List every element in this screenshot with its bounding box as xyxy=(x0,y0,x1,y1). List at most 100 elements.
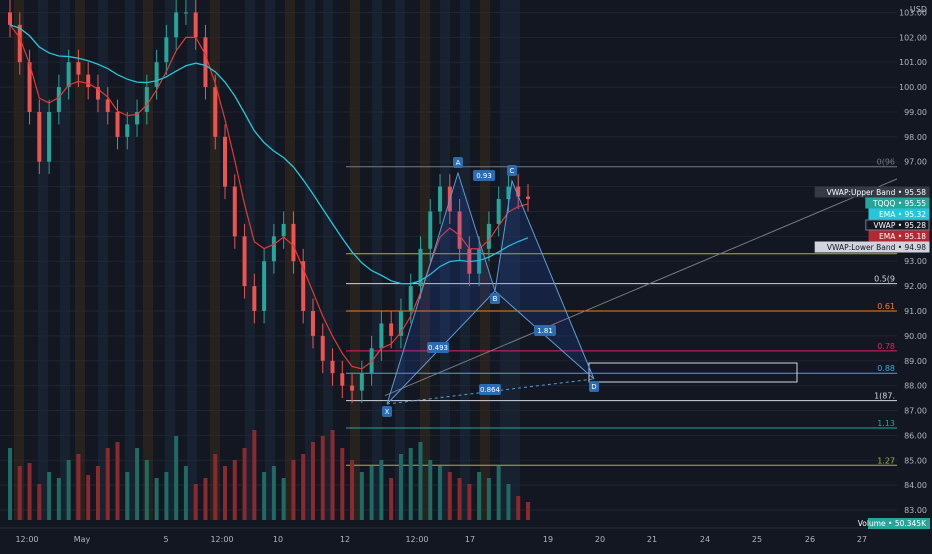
candle-body xyxy=(291,223,296,262)
candle-body xyxy=(271,236,276,262)
time-tick: 12:00 xyxy=(405,535,428,544)
volume-bar xyxy=(262,472,267,520)
pattern-point-label: A xyxy=(456,159,461,167)
time-tick: 17 xyxy=(465,535,475,544)
session-band xyxy=(265,0,275,520)
indicator-tag-label: EMA • 95.18 xyxy=(879,232,926,241)
candle-body xyxy=(154,62,159,88)
time-tick: 12:00 xyxy=(210,535,233,544)
candle-body xyxy=(477,248,482,274)
pattern-ratio-tag xyxy=(427,342,449,353)
time-tick: 27 xyxy=(857,535,867,544)
volume-bar xyxy=(115,442,120,520)
price-tick: 88.00 xyxy=(904,382,927,391)
volume-bar xyxy=(301,454,306,520)
candle-body xyxy=(506,186,511,200)
volume-bar xyxy=(477,472,482,520)
candle-body xyxy=(486,223,491,249)
pattern-ratio-label: 0.864 xyxy=(480,386,501,394)
volume-bar xyxy=(369,466,374,520)
session-band xyxy=(500,0,510,520)
price-tick: 87.00 xyxy=(904,407,927,416)
session-band xyxy=(460,0,470,520)
fib-level-label: 0(96 xyxy=(877,158,895,167)
volume-bar xyxy=(340,448,345,520)
target-zone-box xyxy=(588,362,798,383)
volume-bar xyxy=(105,448,110,520)
volume-bar xyxy=(232,460,237,520)
time-tick: 12:00 xyxy=(15,535,38,544)
price-tick: 92.00 xyxy=(904,282,927,291)
candle-body xyxy=(76,62,81,75)
session-band xyxy=(143,0,153,520)
volume-bar xyxy=(203,478,208,520)
time-tick: 20 xyxy=(595,535,605,544)
ema-slow-line xyxy=(9,24,529,285)
session-band xyxy=(98,0,108,520)
session-band xyxy=(187,0,197,520)
candle-body xyxy=(438,186,443,212)
volume-bar xyxy=(310,442,315,520)
volume-bar xyxy=(242,448,247,520)
candle-body xyxy=(174,12,179,38)
indicator-tag xyxy=(868,230,930,242)
candle-body xyxy=(398,311,403,336)
indicator-tag xyxy=(865,219,930,231)
volume-bar xyxy=(320,436,325,520)
session-band xyxy=(125,0,135,520)
volume-bar xyxy=(27,463,32,520)
price-tick: 101.00 xyxy=(899,58,927,67)
candle-body xyxy=(252,286,257,312)
session-band xyxy=(420,0,430,520)
candle-body xyxy=(183,12,188,14)
pattern-ratio-label: 0.493 xyxy=(428,344,448,352)
volume-bar xyxy=(457,478,462,520)
session-band xyxy=(350,0,360,520)
pattern-point-tag xyxy=(490,293,500,304)
volume-bar xyxy=(56,478,61,520)
currency-label: USD xyxy=(910,5,927,14)
volume-bar xyxy=(486,478,491,520)
time-tick: 10 xyxy=(273,535,283,544)
session-band xyxy=(14,0,24,520)
pattern-ratio-label: 1.81 xyxy=(537,327,553,335)
session-band xyxy=(305,0,315,520)
candle-body xyxy=(37,111,42,162)
volume-bar xyxy=(193,484,198,520)
candle-body xyxy=(232,186,237,237)
price-tick: 89.00 xyxy=(904,357,927,366)
candle-body xyxy=(389,323,394,336)
candle-body xyxy=(86,74,91,88)
price-tick: 97.00 xyxy=(904,158,927,167)
candle-body xyxy=(56,87,61,112)
candle-body xyxy=(115,111,120,137)
volume-bar xyxy=(17,466,22,520)
candle-body xyxy=(379,323,384,349)
pattern-ratio-label: 0.93 xyxy=(476,172,492,180)
candle-body xyxy=(135,111,140,125)
fib-level-label: 0.88 xyxy=(877,364,895,373)
volume-bar xyxy=(223,466,228,520)
volume-bar xyxy=(447,472,452,520)
time-tick: 25 xyxy=(752,535,762,544)
session-band xyxy=(323,0,333,520)
time-tick: 12 xyxy=(340,535,350,544)
volume-bar xyxy=(125,472,130,520)
pattern-point-tag xyxy=(453,157,463,168)
pattern-point-tag xyxy=(382,406,392,417)
volume-bar xyxy=(398,454,403,520)
candle-body xyxy=(418,248,423,287)
volume-bar xyxy=(330,430,335,520)
pattern-ratio-tag xyxy=(479,384,501,395)
price-tick: 91.00 xyxy=(904,307,927,316)
volume-bar xyxy=(213,454,218,520)
fib-level-label: 0.78 xyxy=(877,342,895,351)
price-tick: 103.00 xyxy=(899,8,927,17)
candle-body xyxy=(213,87,218,137)
candle-body xyxy=(310,311,315,336)
indicator-tag-label: VWAP • 95.28 xyxy=(874,221,927,230)
pattern-point-label: C xyxy=(510,167,515,175)
fib-level-label: 1(87. xyxy=(874,392,895,401)
